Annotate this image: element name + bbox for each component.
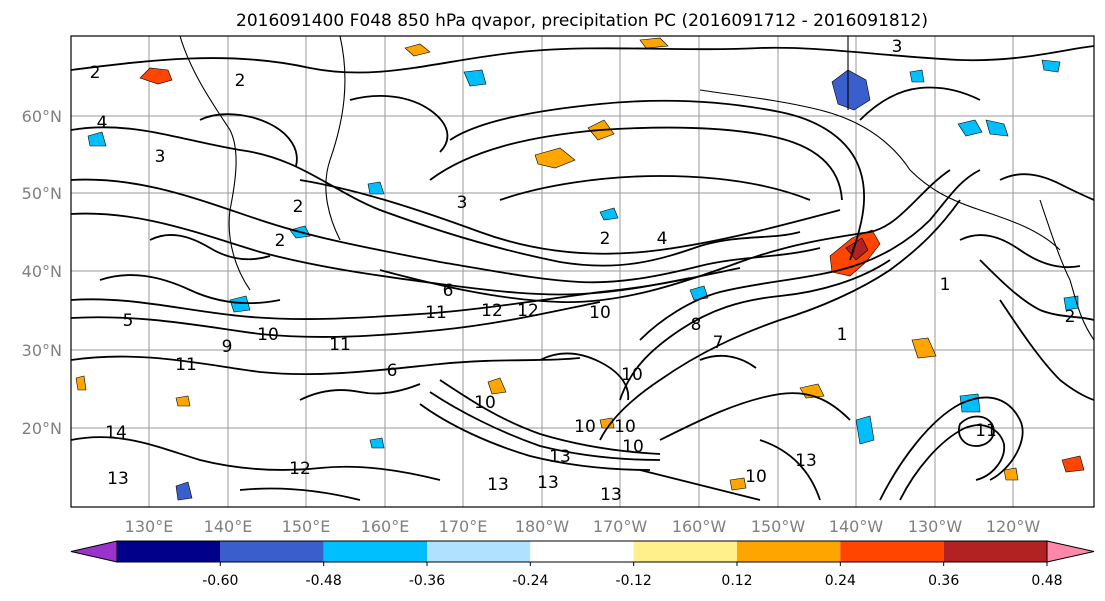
contour-label: 13	[537, 473, 559, 493]
contour-label: 2	[1065, 307, 1076, 327]
contour-label: 2	[275, 231, 286, 251]
colorbar-outline	[116, 540, 1048, 563]
contour-label: 12	[289, 459, 311, 479]
colorbar-segment	[943, 541, 1047, 562]
latitude-label: 20°N	[22, 419, 62, 438]
contour-label: 8	[691, 315, 702, 335]
colorbar-segment	[530, 541, 634, 562]
colorbar-extend-high	[1046, 540, 1095, 563]
contour-label: 11	[175, 355, 197, 375]
colorbar-segment	[427, 541, 531, 562]
contour-label: 4	[97, 113, 108, 133]
map-frame	[70, 35, 1095, 508]
longitude-label: 170°W	[593, 517, 648, 536]
contour-label: 10	[621, 365, 643, 385]
qvapor-contours	[71, 45, 1094, 501]
contour-label: 3	[155, 147, 166, 167]
colorbar-tick-label: -0.48	[306, 573, 342, 589]
colorbar-tick-label: 0.24	[825, 573, 856, 589]
contour-label: 14	[105, 423, 127, 443]
longitude-label: 120°W	[986, 517, 1041, 536]
contour-label: 12	[517, 301, 539, 321]
contour-label: 12	[481, 301, 503, 321]
colorbar-segment	[117, 541, 221, 562]
contour-label: 13	[549, 447, 571, 467]
contour-label: 11	[425, 303, 447, 323]
contour-label: 1	[837, 325, 848, 345]
longitude-labels: 130°E 140°E 150°E 160°E 170°E 180°W 170°W 160°W…	[125, 517, 1041, 536]
colorbar-segment	[323, 541, 427, 562]
colorbar-tick-label: -0.12	[616, 573, 652, 589]
contour-label: 3	[892, 37, 903, 57]
latitude-label: 60°N	[22, 107, 62, 126]
colorbar-segment	[220, 541, 324, 562]
contour-label: 10	[614, 417, 636, 437]
contour-label: 13	[795, 451, 817, 471]
contour-label: 2	[90, 63, 101, 83]
colorbar-tick-label: 0.36	[928, 573, 959, 589]
contour-label: 9	[222, 337, 233, 357]
contour-label: 11	[329, 335, 351, 355]
longitude-label: 150°W	[751, 517, 806, 536]
longitude-label: 150°E	[282, 517, 331, 536]
colorbar-segment	[633, 541, 737, 562]
colorbar: -0.60 -0.48 -0.36 -0.24 -0.12 0.12 0.24 0.36 0.4…	[70, 540, 1095, 589]
latitude-labels: 60°N 50°N 40°N 30°N 20°N	[22, 107, 62, 438]
longitude-label: 140°E	[204, 517, 253, 536]
contour-label: 1	[940, 275, 951, 295]
colorbar-segment	[737, 541, 841, 562]
map-title: 2016091400 F048 850 hPa qvapor, precipit…	[236, 11, 928, 31]
contour-label: 10	[745, 467, 767, 487]
contour-label: 6	[443, 281, 454, 301]
latitude-label: 50°N	[22, 184, 62, 203]
contour-label: 10	[574, 417, 596, 437]
contour-label: 13	[107, 469, 129, 489]
longitude-label: 180°W	[515, 517, 570, 536]
contour-label: 2	[293, 197, 304, 217]
contour-label: 10	[622, 437, 644, 457]
longitude-label: 140°W	[829, 517, 884, 536]
contour-label: 7	[713, 333, 724, 353]
contour-label: 5	[123, 311, 134, 331]
contour-label: 10	[474, 393, 496, 413]
latitude-label: 30°N	[22, 341, 62, 360]
longitude-label: 170°E	[439, 517, 488, 536]
longitude-label: 160°W	[672, 517, 727, 536]
colorbar-tick-label: -0.24	[512, 573, 548, 589]
contour-label: 2	[600, 229, 611, 249]
colorbar-tick-label: 0.12	[721, 573, 752, 589]
contour-label: 11	[975, 421, 997, 441]
graticule	[71, 36, 1094, 507]
contour-label: 10	[589, 303, 611, 323]
colorbar-tick-label: -0.60	[202, 573, 238, 589]
longitude-label: 130°W	[908, 517, 963, 536]
contour-label: 10	[257, 325, 279, 345]
contour-label: 13	[600, 485, 622, 505]
coastlines	[179, 36, 1094, 341]
longitude-label: 130°E	[125, 517, 174, 536]
contour-label: 2	[235, 71, 246, 91]
colorbar-tick-label: -0.36	[409, 573, 445, 589]
contour-label: 4	[657, 229, 668, 249]
colorbar-tick-label: 0.48	[1031, 573, 1062, 589]
contour-label: 6	[387, 361, 398, 381]
contour-label: 13	[487, 475, 509, 495]
contour-label: 3	[457, 193, 468, 213]
latitude-label: 40°N	[22, 262, 62, 281]
colorbar-extend-low	[70, 540, 118, 563]
colorbar-segment	[840, 541, 944, 562]
precipitation-shading	[75, 37, 1085, 501]
longitude-label: 160°E	[361, 517, 410, 536]
